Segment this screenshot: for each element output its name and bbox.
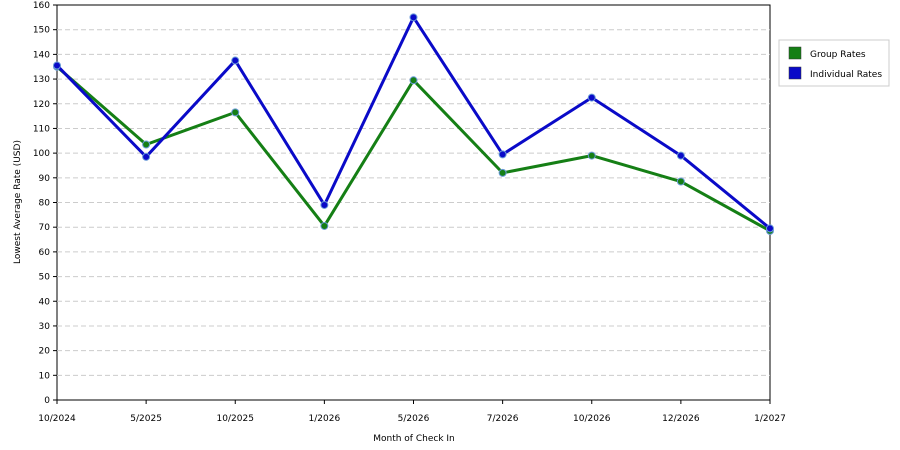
legend-label: Individual Rates xyxy=(810,70,882,80)
y-tick-label: 110 xyxy=(33,124,50,134)
y-tick-label: 20 xyxy=(39,347,51,357)
data-point xyxy=(142,140,151,149)
data-point xyxy=(498,150,507,159)
x-tick-label: 1/2027 xyxy=(754,414,786,424)
y-tick-label: 100 xyxy=(33,149,50,159)
y-tick-label: 10 xyxy=(39,371,51,381)
data-point xyxy=(320,200,329,209)
legend-swatch xyxy=(788,66,802,80)
x-tick-label: 1/2026 xyxy=(309,414,341,424)
x-tick-label: 5/2025 xyxy=(130,414,162,424)
data-point xyxy=(409,76,418,85)
y-axis-label: Lowest Average Rate (USD) xyxy=(13,140,23,264)
data-point xyxy=(587,93,596,102)
data-point xyxy=(409,13,418,22)
series-line xyxy=(56,65,771,233)
data-point xyxy=(231,108,240,117)
series-line xyxy=(55,15,771,230)
data-point xyxy=(766,224,774,233)
data-point xyxy=(320,221,329,230)
data-point xyxy=(231,56,240,65)
legend-swatch xyxy=(788,46,802,60)
data-point xyxy=(142,152,151,161)
x-tick-label: 5/2026 xyxy=(398,414,430,424)
y-tick-label: 160 xyxy=(33,1,50,11)
x-tick-label: 10/2026 xyxy=(573,414,611,424)
data-point xyxy=(53,61,61,70)
x-tick-label: 10/2024 xyxy=(38,414,76,424)
x-tick-label: 7/2026 xyxy=(487,414,519,424)
y-tick-label: 130 xyxy=(33,75,50,85)
y-tick-label: 0 xyxy=(44,396,50,406)
y-tick-label: 120 xyxy=(33,100,50,110)
legend-label: Group Rates xyxy=(810,50,866,60)
x-tick-label: 10/2025 xyxy=(217,414,254,424)
x-tick-label: 12/2026 xyxy=(662,414,700,424)
y-tick-label: 150 xyxy=(33,26,50,36)
y-tick-label: 30 xyxy=(39,322,51,332)
y-tick-label: 70 xyxy=(39,223,51,233)
y-tick-label: 140 xyxy=(33,50,50,60)
data-point xyxy=(676,177,685,186)
data-point xyxy=(498,168,507,177)
x-axis-label: Month of Check In xyxy=(373,434,455,444)
data-point xyxy=(587,151,596,160)
y-tick-label: 90 xyxy=(39,174,51,184)
y-tick-label: 40 xyxy=(39,297,51,307)
y-tick-label: 80 xyxy=(39,199,51,209)
y-tick-label: 60 xyxy=(39,248,51,258)
data-point xyxy=(676,151,685,160)
y-tick-label: 50 xyxy=(39,273,51,283)
